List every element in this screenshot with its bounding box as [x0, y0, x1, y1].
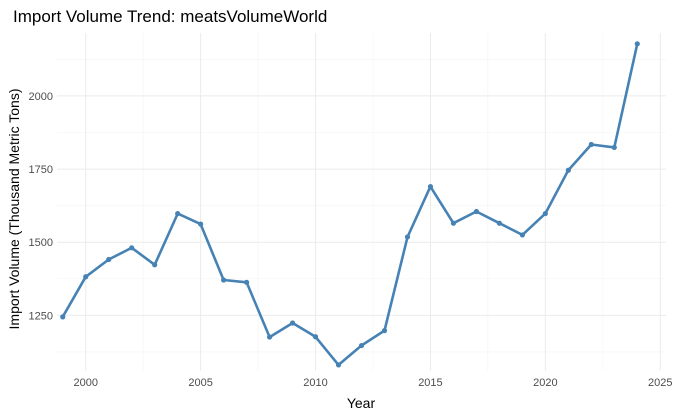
minor-gridlines: [57, 33, 666, 371]
x-tick-label: 2025: [648, 377, 672, 389]
x-tick-label: 2005: [188, 377, 212, 389]
x-tick-label: 2015: [418, 377, 442, 389]
x-tick-label: 2000: [73, 377, 97, 389]
data-point: [519, 232, 525, 238]
data-point: [496, 220, 502, 226]
x-axis-label: Year: [347, 395, 376, 411]
major-gridlines: [57, 33, 666, 371]
y-axis-label: Import Volume (Thousand Metric Tons): [6, 89, 22, 330]
data-point: [243, 279, 250, 285]
series-layer: [60, 41, 640, 368]
data-point: [266, 334, 273, 340]
data-point: [335, 362, 342, 368]
chart-title: Import Volume Trend: meatsVolumeWorld: [13, 7, 327, 26]
y-tick-label: 1500: [29, 237, 53, 249]
x-tick-label: 2010: [303, 377, 327, 389]
data-point: [450, 220, 457, 226]
data-point: [312, 334, 319, 340]
data-point: [60, 314, 66, 320]
data-point: [106, 256, 112, 263]
data-point: [565, 167, 571, 173]
y-tick-label: 1250: [29, 310, 53, 322]
data-point: [198, 221, 204, 227]
series-line: [61, 42, 639, 367]
data-point: [381, 328, 388, 334]
y-tick-label: 1750: [29, 164, 53, 176]
data-point: [542, 210, 548, 217]
data-point: [404, 234, 411, 240]
data-point: [427, 184, 434, 190]
data-point: [83, 274, 89, 280]
data-point: [175, 210, 181, 217]
x-tick-label: 2020: [533, 377, 557, 389]
data-point: [358, 342, 365, 349]
data-point: [588, 141, 594, 148]
data-point: [221, 277, 227, 283]
data-point: [611, 144, 617, 151]
y-axis-ticks: 1250 1500 1750 2000: [29, 91, 53, 322]
data-point: [473, 208, 480, 215]
data-point: [129, 245, 135, 251]
data-point: [152, 262, 158, 268]
data-point: [289, 320, 296, 326]
y-tick-label: 2000: [29, 91, 53, 103]
data-point: [634, 41, 640, 47]
x-axis-ticks: 2000 2005 2010 2015 2020 2025: [73, 377, 672, 389]
